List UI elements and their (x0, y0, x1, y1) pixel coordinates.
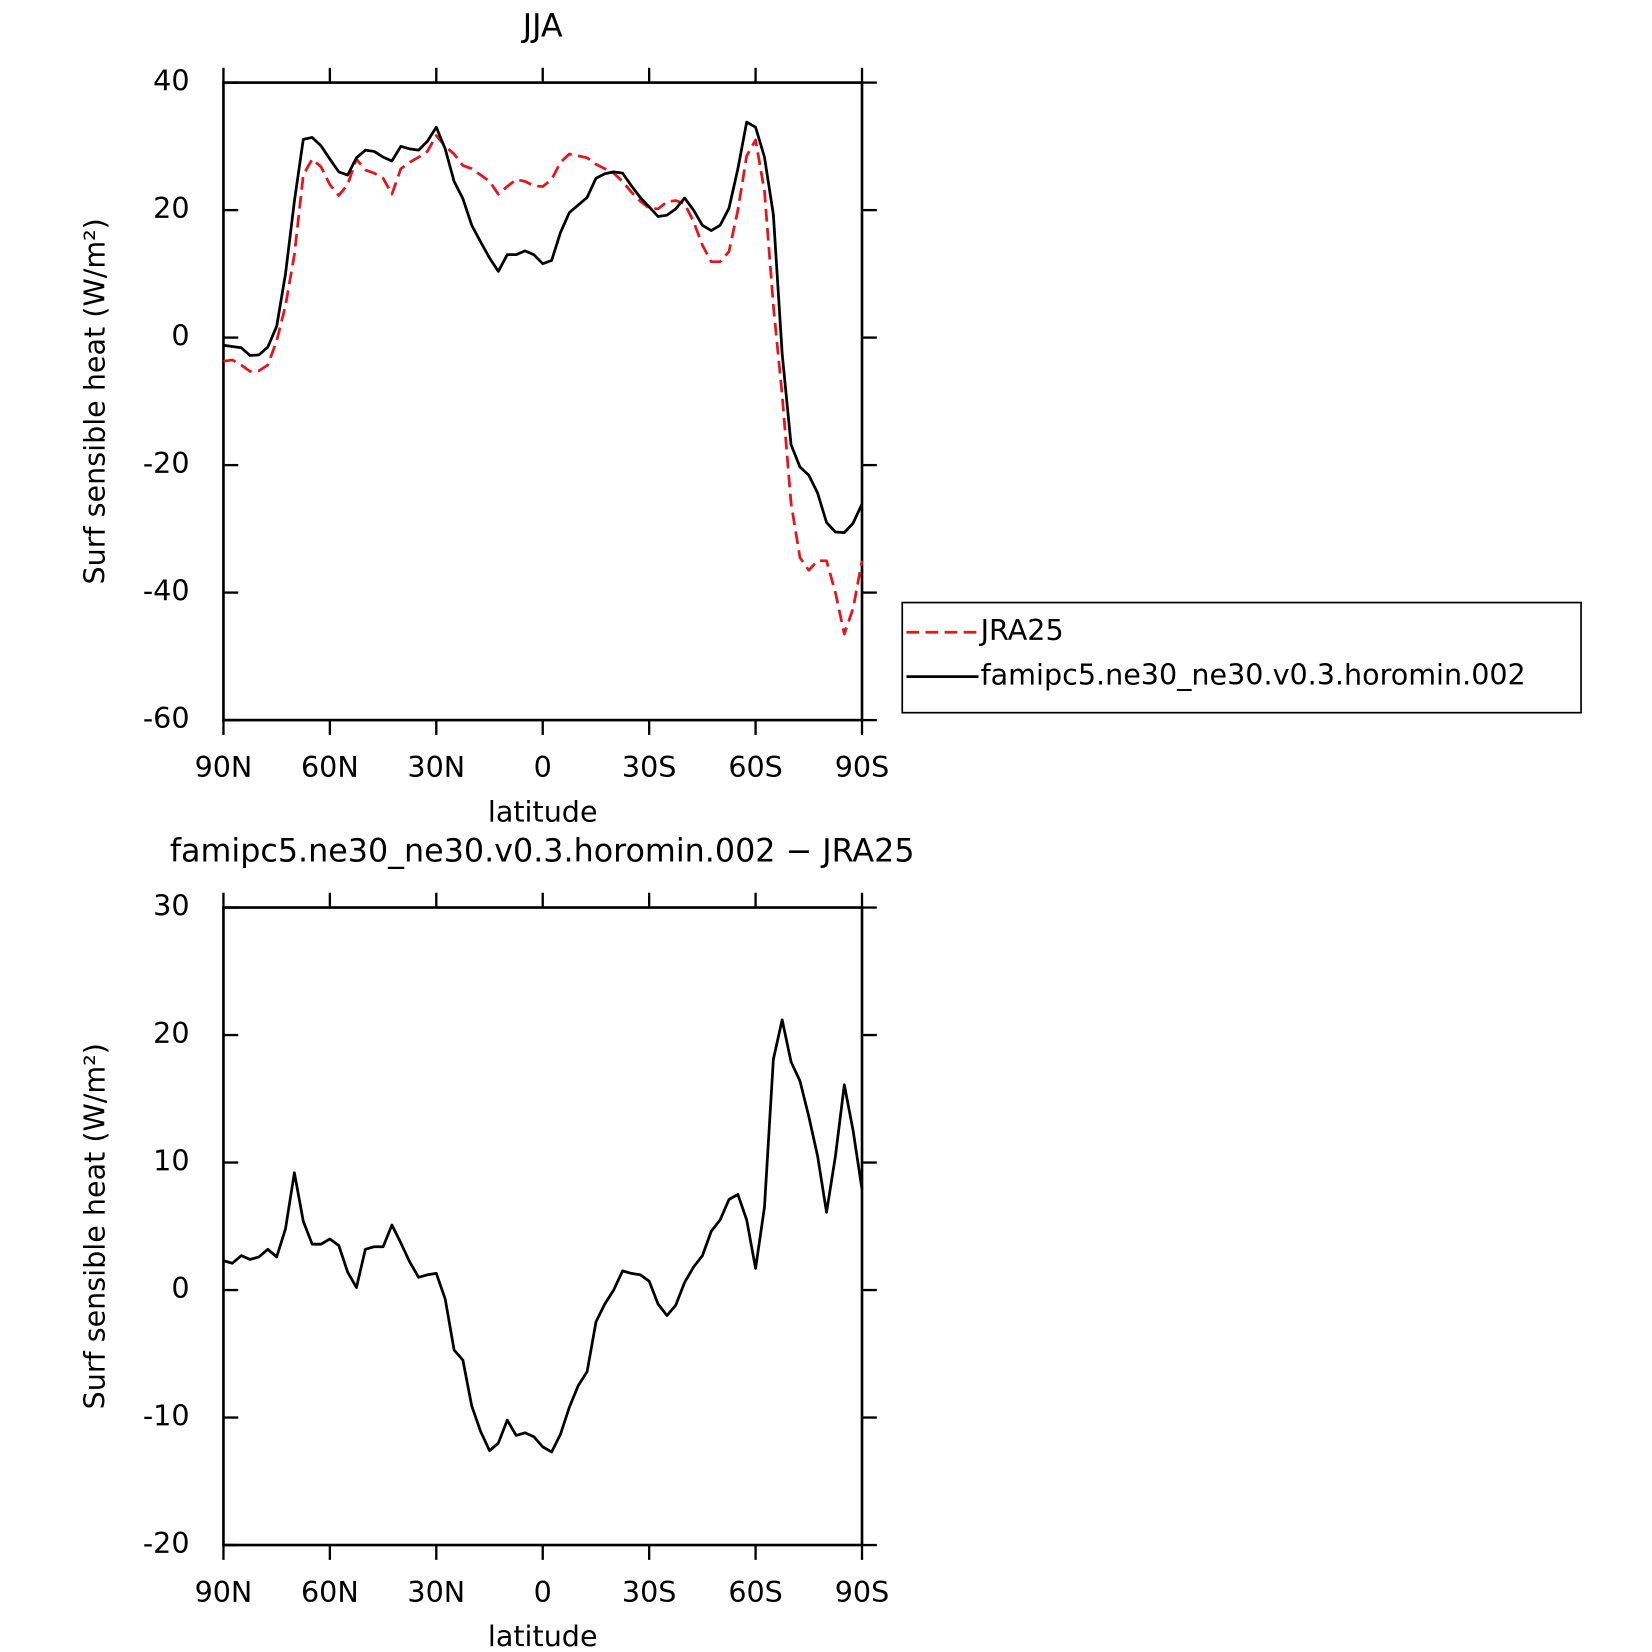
y-axis-label: Surf sensible heat (W/m²) (77, 1043, 111, 1409)
plot-frame (222, 81, 864, 722)
x-tick-label: 30N (407, 1575, 465, 1609)
legend-box (901, 601, 1582, 714)
y-tick-label: -60 (143, 701, 190, 735)
legend-label: JRA25 (979, 613, 1064, 647)
x-tick-label: 60S (728, 1575, 783, 1609)
x-tick-label: 0 (534, 750, 552, 784)
data-line (223, 1018, 864, 1454)
x-tick-label: 0 (534, 1575, 552, 1609)
x-tick-label: 60S (728, 750, 783, 784)
x-tick-label: 90N (195, 750, 253, 784)
x-tick-label: 30S (622, 1575, 677, 1609)
x-axis-label: latitude (488, 794, 598, 828)
y-tick-label: -20 (143, 1526, 190, 1560)
y-tick-label: 0 (171, 1271, 189, 1305)
x-tick-label: 90N (195, 1575, 253, 1609)
x-tick-label: 60N (301, 1575, 359, 1609)
x-tick-label: 90S (835, 750, 890, 784)
y-tick-label: 20 (153, 1016, 189, 1050)
data-line (223, 134, 864, 636)
y-tick-label: 10 (153, 1144, 189, 1178)
chart-title: famipc5.ne30_ne30.v0.3.horomin.002 − JRA… (170, 833, 915, 869)
y-tick-label: 40 (153, 64, 189, 98)
legend-label: famipc5.ne30_ne30.v0.3.horomin.002 (981, 658, 1526, 692)
y-tick-label: -40 (143, 574, 190, 608)
y-tick-label: -10 (143, 1399, 190, 1433)
y-tick-label: -20 (143, 446, 190, 480)
x-axis-label: latitude (488, 1619, 598, 1652)
y-tick-label: 30 (153, 889, 189, 923)
y-tick-label: 0 (171, 319, 189, 353)
plot-frame (222, 906, 864, 1547)
y-axis-label: Surf sensible heat (W/m²) (77, 218, 111, 584)
y-tick-label: 20 (153, 191, 189, 225)
x-tick-label: 90S (835, 1575, 890, 1609)
x-tick-label: 60N (301, 750, 359, 784)
x-tick-label: 30S (622, 750, 677, 784)
data-line (223, 120, 864, 535)
chart-title: JJA (521, 9, 563, 45)
x-tick-label: 30N (407, 750, 465, 784)
